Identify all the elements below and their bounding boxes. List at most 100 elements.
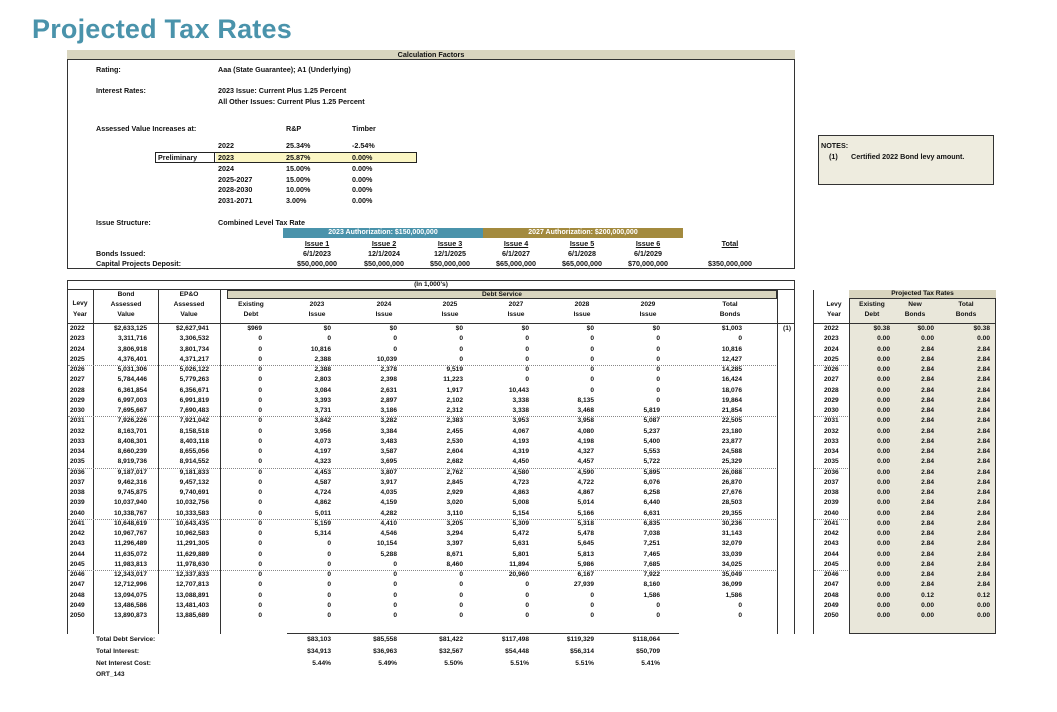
- rates-cell: 2.84: [977, 448, 990, 455]
- table-cell: 8,135: [577, 396, 594, 404]
- rates-cell: 2.84: [921, 427, 934, 435]
- av-timber-rate: 0.00%: [352, 175, 373, 184]
- table-cell: 12,343,017: [113, 571, 147, 578]
- table-cell: 0: [327, 581, 331, 589]
- table-cell: 13,094,075: [113, 591, 147, 599]
- table-cell: 0: [258, 560, 262, 568]
- footnote-ref: (1): [783, 325, 792, 332]
- table-cell: 10,338,767: [113, 509, 147, 517]
- issue-deposit: $65,000,000: [496, 259, 536, 268]
- table-cell: 0: [258, 612, 262, 619]
- column-header: EP&O: [179, 291, 199, 298]
- column-header: 2027: [508, 301, 524, 308]
- table-cell: 23,877: [721, 437, 742, 445]
- issue-name: Issue 5: [569, 239, 595, 248]
- rates-cell: 2.84: [921, 560, 934, 568]
- table-cell: 8,655,056: [179, 448, 209, 455]
- debt-service-table: [67, 280, 795, 634]
- table-cell: 0: [656, 612, 660, 619]
- table-cell: 13,890,873: [113, 612, 147, 619]
- table-cell: 10,643,435: [175, 519, 209, 527]
- report-code: ORT_143: [96, 671, 125, 678]
- table-cell: 6,361,854: [117, 386, 147, 394]
- table-cell: 0: [590, 376, 594, 384]
- table-cell: 1,586: [725, 591, 742, 599]
- table-cell: 0: [393, 345, 397, 353]
- rates-cell: 2.84: [921, 458, 934, 466]
- rates-year-cell: 2025: [824, 355, 839, 363]
- table-cell: 4,073: [314, 437, 331, 445]
- issue-date: 6/1/2027: [502, 249, 530, 258]
- column-header: Assessed: [173, 301, 205, 308]
- rates-cell: 0.00: [877, 499, 890, 507]
- table-cell: 0: [590, 386, 594, 394]
- table-cell: 0: [459, 581, 463, 589]
- column-header: 2023: [309, 301, 325, 308]
- rates-cell: 0.00: [877, 407, 890, 414]
- table-cell: 33,039: [721, 550, 742, 558]
- table-cell: 0: [656, 396, 660, 404]
- rates-year-cell: 2031: [824, 417, 839, 425]
- table-cell: 4,580: [512, 468, 529, 476]
- rates-cell: 0.00: [877, 335, 890, 343]
- column-header: Total: [722, 301, 738, 308]
- rates-cell: 0.00: [877, 448, 890, 455]
- rates-cell: 0.00: [877, 396, 890, 404]
- table-cell: 0: [393, 591, 397, 599]
- table-cell: 5,154: [512, 509, 529, 517]
- summary-value: $34,913: [307, 648, 331, 655]
- av-year: 2024: [218, 164, 234, 173]
- table-cell: 0: [258, 396, 262, 404]
- rates-cell: 0.00: [877, 571, 890, 578]
- table-cell: 26,870: [721, 478, 742, 486]
- rates-year-cell: 2047: [824, 581, 839, 589]
- table-cell: 2,383: [446, 417, 463, 425]
- levy-year-cell: 2032: [70, 427, 85, 435]
- table-cell: 0: [327, 591, 331, 599]
- table-cell: 7,921,042: [179, 417, 209, 425]
- summary-value: 5.51%: [510, 660, 529, 667]
- table-cell: 0: [327, 612, 331, 619]
- page-title: Projected Tax Rates: [32, 14, 292, 44]
- levy-year-cell: 2023: [70, 335, 85, 343]
- rates-cell: 0.00: [977, 335, 990, 343]
- rates-cell: 2.84: [977, 417, 990, 425]
- levy-year-cell: 2045: [70, 560, 85, 568]
- rates-cell: $0.38: [973, 325, 990, 332]
- table-cell: 10,967,767: [113, 530, 147, 537]
- table-cell: 3,917: [380, 478, 397, 486]
- table-cell: $969: [247, 325, 262, 332]
- table-cell: 0: [525, 335, 529, 343]
- table-cell: 22,505: [721, 417, 742, 425]
- table-cell: 9,457,132: [179, 478, 209, 486]
- rates-cell: 2.84: [921, 530, 934, 537]
- av-year: 2023: [218, 153, 234, 162]
- levy-year-cell: 2022: [70, 325, 85, 332]
- table-cell: 4,862: [314, 499, 331, 507]
- column-header: Year: [73, 311, 87, 318]
- table-cell: 0: [258, 386, 262, 394]
- summary-value: 5.41%: [641, 660, 660, 667]
- rates-cell: 0.00: [921, 601, 934, 609]
- rates-cell: 0.00: [877, 468, 890, 476]
- table-cell: 0: [327, 540, 331, 548]
- rates-year-cell: 2030: [824, 407, 839, 414]
- rates-cell: $0.38: [873, 325, 890, 332]
- table-cell: 6,991,819: [179, 396, 209, 404]
- table-cell: 0: [525, 591, 529, 599]
- summary-value: 5.44%: [312, 660, 331, 667]
- table-cell: 0: [459, 335, 463, 343]
- table-cell: 12,712,996: [113, 581, 147, 589]
- table-cell: 0: [327, 550, 331, 558]
- row-group-separator: [68, 519, 776, 520]
- table-cell: 10,037,940: [113, 499, 147, 507]
- table-cell: 3,483: [380, 437, 397, 445]
- table-cell: 24,588: [721, 448, 742, 455]
- table-cell: 4,723: [512, 478, 529, 486]
- table-cell: 2,845: [446, 478, 463, 486]
- table-cell: 4,197: [314, 448, 331, 455]
- table-cell: 0: [258, 530, 262, 537]
- table-cell: 2,530: [446, 437, 463, 445]
- table-cell: 0: [459, 571, 463, 578]
- table-cell: 3,807: [380, 468, 397, 476]
